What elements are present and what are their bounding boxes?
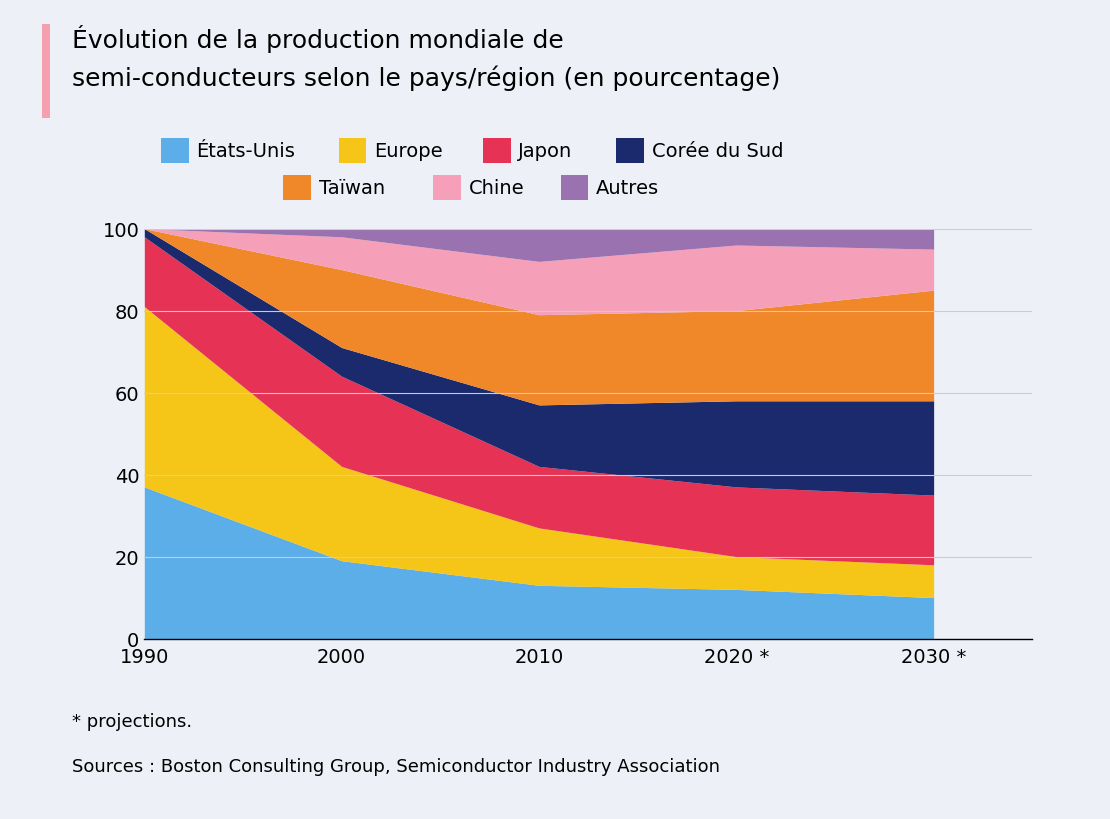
Text: Sources : Boston Consulting Group, Semiconductor Industry Association: Sources : Boston Consulting Group, Semic… <box>72 758 720 776</box>
Text: Autres: Autres <box>596 179 659 198</box>
Text: Japon: Japon <box>518 142 573 161</box>
Text: Europe: Europe <box>374 142 443 161</box>
Text: * projections.: * projections. <box>72 713 192 731</box>
Text: semi-conducteurs selon le pays/région (en pourcentage): semi-conducteurs selon le pays/région (e… <box>72 66 780 91</box>
Text: Corée du Sud: Corée du Sud <box>652 142 783 161</box>
Text: Évolution de la production mondiale de: Évolution de la production mondiale de <box>72 25 564 52</box>
Text: Taïwan: Taïwan <box>319 179 385 198</box>
Text: Chine: Chine <box>468 179 524 198</box>
Text: États-Unis: États-Unis <box>196 142 295 161</box>
